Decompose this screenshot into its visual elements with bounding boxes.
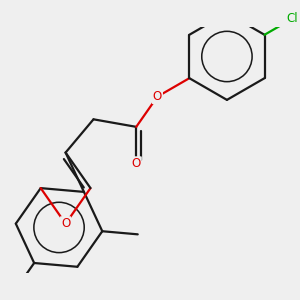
Text: O: O [61,217,70,230]
Text: O: O [153,90,162,103]
Text: O: O [132,157,141,170]
Text: Cl: Cl [286,12,298,26]
